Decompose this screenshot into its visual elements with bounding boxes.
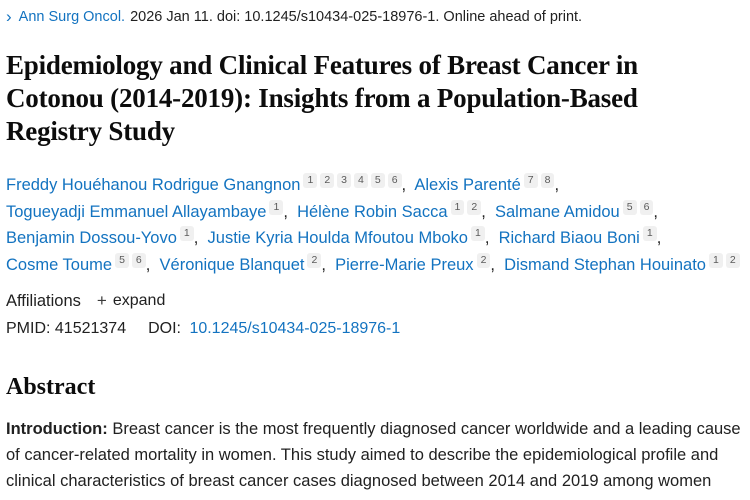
doi-link[interactable]: 10.1245/s10434-025-18976-1 (189, 320, 401, 337)
author-separator: , (401, 176, 415, 194)
chevron-right-icon: › (6, 7, 12, 26)
author-separator: , (653, 202, 663, 221)
affiliation-number-badge[interactable]: 5 (115, 252, 129, 268)
author-link[interactable]: Pierre-Marie Preux (335, 255, 474, 274)
affiliation-number-badge[interactable]: 2 (725, 252, 740, 268)
author-link[interactable]: Alexis Parenté (414, 176, 521, 194)
affiliation-number-badge[interactable]: 5 (622, 199, 637, 215)
author-link[interactable]: Freddy Houéhanou Rodrigue Gnangnon (6, 176, 301, 194)
doi-group: DOI: 10.1245/s10434-025-18976-1 (148, 320, 400, 338)
author-separator: , (321, 255, 336, 274)
affiliation-number-badge[interactable]: 8 (540, 173, 555, 188)
affiliation-number-badge[interactable]: 4 (354, 173, 368, 188)
doi-label: DOI: (148, 320, 181, 337)
citation-details: 2026 Jan 11. doi: 10.1245/s10434-025-189… (130, 9, 583, 25)
affiliation-number-badge[interactable]: 5 (370, 173, 385, 188)
abstract-section-label: Introduction: (6, 420, 113, 438)
author-separator: , (484, 229, 499, 247)
author-link[interactable]: Véronique Blanquet (159, 255, 305, 274)
author-separator: , (283, 202, 298, 221)
affiliation-number-badge[interactable]: 6 (131, 252, 146, 268)
authors-list: Freddy Houéhanou Rodrigue Gnangnon 1 2 3 4 5 6… (6, 172, 742, 278)
author-separator: , (554, 176, 564, 194)
affiliation-number-badge[interactable]: 2 (320, 173, 335, 188)
affiliation-number-badge[interactable]: 1 (708, 252, 723, 268)
author-link[interactable]: Salmane Amidou (494, 202, 620, 221)
abstract-section: Introduction: Breast cancer is the most … (6, 416, 742, 500)
article-title: Epidemiology and Clinical Features of Br… (6, 50, 638, 146)
affiliation-number-badge[interactable]: 7 (523, 173, 538, 188)
pmid-group: PMID: 41521374 (6, 320, 126, 338)
affiliations-row: Affiliations + expand (6, 291, 742, 311)
expand-label: expand (112, 292, 166, 309)
identifiers-row: PMID: 41521374 DOI: 10.1245/s10434-025-1… (6, 320, 742, 338)
pmid-label: PMID: (6, 320, 51, 337)
journal-link[interactable]: Ann Surg Oncol. (18, 9, 126, 25)
affiliation-number-badge[interactable]: 2 (476, 252, 491, 268)
abstract-section-text: Breast cancer is the most frequently dia… (6, 420, 741, 500)
affiliation-number-badge[interactable]: 1 (179, 226, 194, 241)
affiliation-number-badge[interactable]: 1 (642, 226, 657, 241)
author-link[interactable]: Hélène Robin Sacca (297, 202, 448, 221)
author-link[interactable]: Richard Biaou Boni (498, 229, 640, 247)
affiliation-number-badge[interactable]: 6 (387, 173, 402, 188)
affiliation-number-badge[interactable]: 1 (269, 199, 284, 215)
expand-affiliations-button[interactable]: + expand (97, 291, 165, 311)
author-link[interactable]: Benjamin Dossou-Yovo (6, 229, 177, 247)
affiliation-number-badge[interactable]: 2 (467, 199, 482, 215)
affiliation-number-badge[interactable]: 1 (303, 173, 318, 188)
affiliation-number-badge[interactable]: 3 (337, 173, 351, 188)
author-link[interactable]: Cosme Toume (6, 255, 113, 274)
author-separator: , (490, 255, 505, 274)
affiliations-label: Affiliations (6, 291, 81, 310)
affiliation-number-badge[interactable]: 1 (470, 226, 485, 241)
plus-icon: + (96, 291, 107, 310)
affiliation-number-badge[interactable]: 6 (639, 199, 654, 215)
author-separator: , (656, 229, 666, 247)
abstract-heading: Abstract (6, 374, 96, 400)
pmid-value: 41521374 (54, 320, 127, 337)
author-link[interactable]: Justie Kyria Houlda Mfoutou Mboko (207, 229, 468, 247)
author-separator: , (481, 202, 495, 221)
author-link[interactable]: Dismand Stephan Houinato (504, 255, 706, 274)
affiliation-number-badge[interactable]: 2 (307, 252, 322, 268)
author-separator: , (145, 255, 160, 274)
citation-banner: › Ann Surg Oncol. 2026 Jan 11. doi: 10.1… (6, 6, 742, 27)
affiliation-number-badge[interactable]: 1 (450, 199, 465, 215)
author-link[interactable]: Togueyadji Emmanuel Allayambaye (6, 202, 267, 221)
author-separator: , (193, 229, 208, 247)
abstract-body: Introduction: Breast cancer is the most … (6, 416, 742, 500)
